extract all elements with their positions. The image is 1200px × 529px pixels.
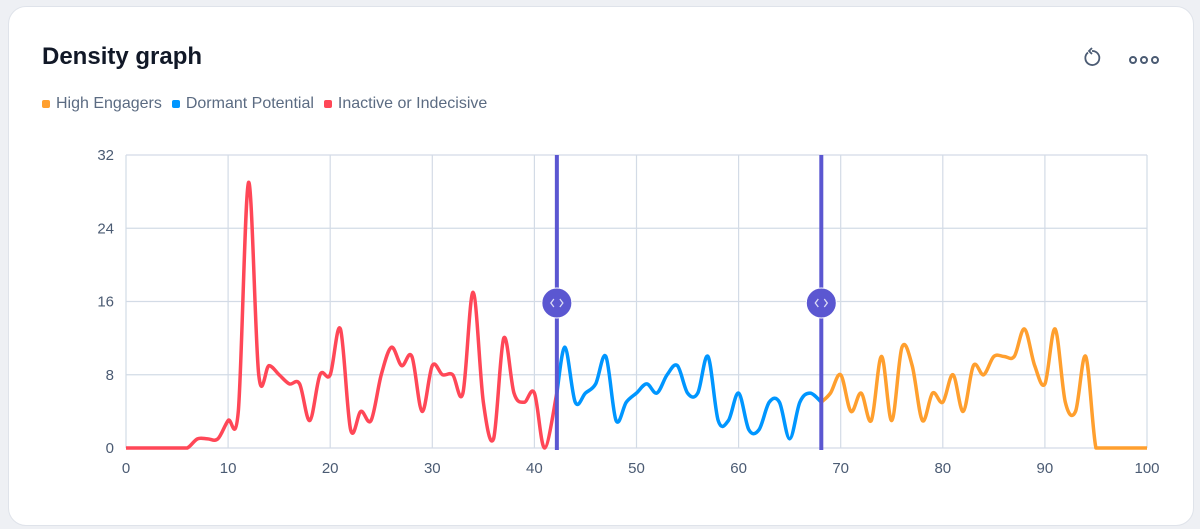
range-handle-knob[interactable] bbox=[541, 287, 573, 319]
legend-item-high-engagers[interactable]: High Engagers bbox=[42, 95, 162, 113]
legend-label: Dormant Potential bbox=[185, 95, 314, 112]
y-tick-label: 32 bbox=[97, 147, 114, 164]
legend-label: High Engagers bbox=[56, 95, 162, 112]
y-tick-label: 16 bbox=[97, 294, 114, 311]
card-title: Density graph bbox=[42, 43, 203, 70]
x-tick-label: 80 bbox=[934, 460, 951, 477]
legend-item-dormant-potential[interactable]: Dormant Potential bbox=[171, 95, 314, 113]
chevrons-left-right-icon bbox=[550, 298, 564, 308]
x-tick-label: 90 bbox=[1037, 460, 1054, 477]
x-tick-label: 20 bbox=[322, 460, 339, 477]
legend-dot bbox=[42, 100, 50, 108]
series-line-dormant-potential bbox=[555, 345, 823, 441]
y-tick-label: 0 bbox=[106, 440, 114, 457]
x-tick-label: 50 bbox=[628, 460, 645, 477]
legend: High Engagers Dormant Potential Inactive… bbox=[42, 95, 487, 113]
refresh-icon[interactable] bbox=[1081, 47, 1103, 74]
legend-label: Inactive or Indecisive bbox=[337, 95, 488, 112]
x-tick-label: 30 bbox=[424, 460, 441, 477]
more-options-icon[interactable] bbox=[1129, 52, 1159, 70]
x-tick-label: 10 bbox=[220, 460, 237, 477]
x-tick-label: 70 bbox=[832, 460, 849, 477]
legend-dot bbox=[171, 100, 180, 108]
x-tick-label: 100 bbox=[1134, 460, 1159, 477]
legend-dot bbox=[323, 100, 332, 108]
x-tick-label: 60 bbox=[730, 460, 747, 477]
legend-item-inactive[interactable]: Inactive or Indecisive bbox=[323, 95, 488, 113]
range-handle-knob[interactable] bbox=[805, 287, 837, 319]
series-line-inactive-or-indecisive bbox=[126, 180, 559, 450]
y-tick-label: 8 bbox=[106, 367, 114, 384]
series-line-high-engagers bbox=[820, 327, 1147, 450]
x-tick-label: 40 bbox=[526, 460, 543, 477]
chevrons-left-right-icon bbox=[814, 298, 829, 308]
y-tick-label: 24 bbox=[97, 220, 114, 237]
x-tick-label: 0 bbox=[122, 460, 130, 477]
